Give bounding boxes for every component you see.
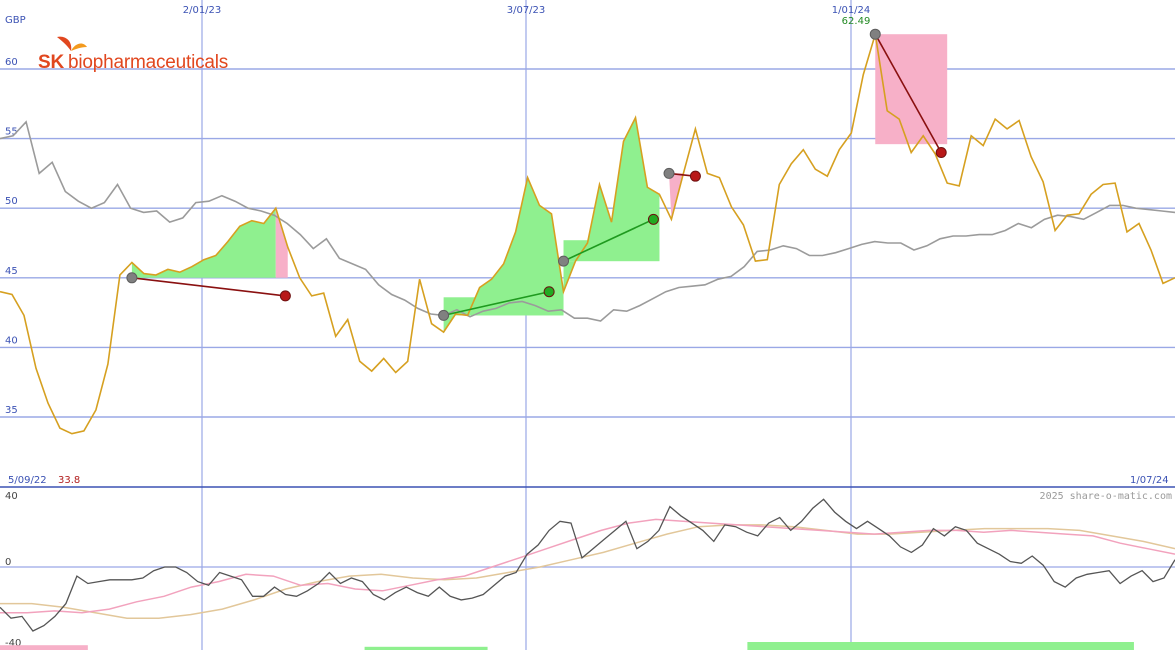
range-end-label: 1/07/24: [1130, 475, 1169, 486]
trade-line: [131, 277, 286, 297]
trade-line: [443, 290, 550, 317]
trade-entry-marker: [438, 309, 450, 321]
y-tick-label-40: 40: [5, 335, 18, 346]
logo-name-text: biopharmaceuticals: [68, 52, 229, 73]
trade-entry-marker: [558, 255, 570, 267]
y-tick-label-50: 50: [5, 196, 18, 207]
trade-line: [563, 218, 654, 262]
y-tick-label-35: 35: [5, 405, 18, 416]
oscillator-line: [0, 498, 1175, 632]
oscillator-panel: -40 0 40: [0, 491, 1175, 650]
trade-exit-marker: [543, 286, 555, 298]
loss-region: [875, 34, 948, 145]
lower-tick-label: 0: [5, 557, 11, 568]
x-tick-label: 1/01/24: [832, 5, 871, 16]
price-line: [0, 33, 1175, 435]
range-min-label: 33.8: [58, 475, 80, 486]
relative-line: [0, 120, 1175, 322]
signal-slow-line: [0, 524, 1175, 619]
histogram-bar: [364, 646, 488, 650]
currency-label: GBP: [5, 15, 26, 26]
x-tick-label: 2/01/23: [183, 5, 222, 16]
gain-region: [443, 177, 564, 333]
gain-region: [131, 208, 276, 278]
watermark-text: 2025 share-o-matic.com: [1040, 491, 1172, 502]
axis-labels: GBP 5/09/22 33.8 1/07/24 2025 share-o-ma…: [5, 15, 1172, 502]
sk-butterfly-logo-icon: [55, 35, 89, 63]
trade-shaded-regions: [131, 34, 948, 333]
trade-entry-marker: [869, 28, 881, 40]
trade-line: [874, 33, 942, 153]
histogram-bar: [747, 642, 1134, 650]
company-logo: SK biopharmaceuticals: [38, 52, 228, 74]
gain-region: [563, 117, 660, 292]
signal-fast-line: [0, 518, 1175, 614]
trade-exit-marker: [689, 170, 701, 182]
y-tick-label-60: 60: [5, 57, 18, 68]
lower-tick-label: 40: [5, 491, 18, 502]
gain-region-base: [563, 240, 660, 262]
logo-sk-text: SK: [38, 52, 64, 73]
y-tick-label-55: 55: [5, 127, 18, 138]
trade-markers: [126, 28, 947, 321]
range-start-label: 5/09/22: [8, 475, 47, 486]
loss-region: [275, 208, 288, 278]
x-tick-label: 3/07/23: [507, 5, 546, 16]
trade-entry-marker: [126, 272, 138, 284]
y-tick-label-45: 45: [5, 266, 18, 277]
trade-entry-marker: [663, 167, 675, 179]
trade-exit-marker: [935, 147, 947, 159]
trade-exit-marker: [279, 290, 291, 302]
price-series-group: [0, 33, 1175, 435]
trade-exit-marker: [647, 213, 659, 225]
histogram-bar: [0, 645, 88, 650]
range-max-label: 62.49: [842, 16, 871, 27]
lower-tick-label: -40: [5, 638, 21, 649]
